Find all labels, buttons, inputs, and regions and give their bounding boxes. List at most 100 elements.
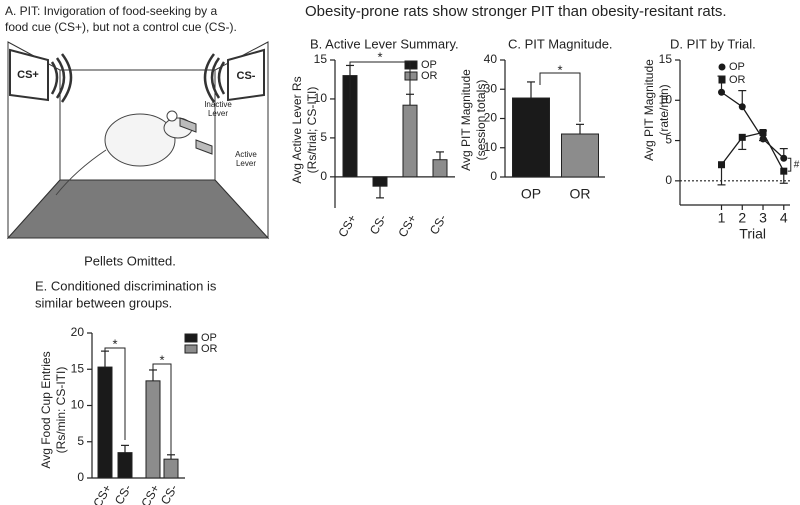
caption: Pellets Omitted. [84, 253, 176, 268]
y-axis-label: Avg Food Cup Entries [39, 351, 53, 468]
legend-label: OR [729, 74, 746, 86]
y-tick-label: 10 [659, 92, 673, 106]
floor [6, 179, 270, 239]
y-tick-label: 20 [71, 325, 85, 339]
x-tick-label: CS+ [90, 482, 114, 505]
y-axis-label: (rate/min) [657, 84, 671, 135]
speaker [227, 48, 265, 102]
y-tick-label: 5 [320, 130, 327, 144]
marker [718, 88, 726, 96]
bar [117, 452, 133, 479]
annotation: # [794, 159, 800, 170]
cue-label: CS- [237, 70, 256, 82]
active-lever [195, 139, 213, 155]
y-tick-label: 15 [314, 52, 328, 66]
y-axis-label: (Rs/min: CS-ITI) [54, 367, 68, 454]
y-tick-label: 10 [484, 140, 498, 154]
legend-label: OP [729, 61, 745, 73]
y-tick-label: 0 [490, 169, 497, 183]
lever-label: Lever [208, 109, 228, 118]
y-tick-label: 5 [77, 434, 84, 448]
x-tick-label: CS- [158, 482, 180, 505]
legend-swatch [184, 344, 198, 354]
series-line [720, 131, 785, 172]
chart-title: D. PIT by Trial. [670, 36, 756, 51]
sound-waves [50, 53, 73, 103]
bar [561, 133, 599, 178]
marker [780, 154, 788, 162]
speaker [9, 48, 49, 102]
marker [759, 129, 767, 136]
x-tick-label: 4 [780, 210, 788, 226]
inactive-lever [179, 117, 197, 133]
legend-swatch [404, 71, 418, 81]
bracket [152, 363, 172, 455]
x-tick-label: 2 [738, 210, 746, 226]
marker [718, 161, 726, 169]
bar [372, 176, 388, 187]
annotation: * [112, 336, 117, 351]
y-tick-label: 40 [484, 52, 498, 66]
x-tick-label: CS- [367, 212, 389, 237]
y-axis-label: Avg PIT Magnitude [642, 59, 656, 161]
y-tick-label: 0 [77, 470, 84, 484]
x-tick-label: 3 [759, 210, 767, 226]
y-tick-label: 10 [314, 91, 328, 105]
chart-title: B. Active Lever Summary. [310, 36, 459, 51]
lever-label: Inactive [204, 100, 232, 109]
y-axis-label: Avg PIT Magnitude [459, 69, 473, 171]
chart-title: E. Conditioned discrimination is [35, 278, 217, 293]
panel-a-title: A. PIT: Invigoration of food-seeking by … [5, 4, 217, 18]
rat-tail [55, 149, 107, 196]
bar [512, 97, 550, 178]
bar [402, 104, 418, 178]
y-tick-label: 30 [484, 81, 498, 95]
legend-swatch [184, 333, 198, 343]
lever-label: Active [235, 150, 257, 159]
bar [163, 458, 179, 479]
annotation: * [557, 62, 562, 77]
marker [780, 167, 788, 175]
x-axis-label: Trial [739, 226, 766, 242]
cue-label: CS+ [17, 69, 39, 81]
y-tick-label: 10 [71, 398, 85, 412]
chart-title: similar between groups. [35, 295, 172, 310]
y-tick-label: 0 [320, 169, 327, 183]
marker [738, 133, 746, 141]
x-tick-label: CS+ [335, 212, 359, 240]
marker [738, 103, 746, 111]
legend-label: OR [201, 343, 218, 355]
legend-marker [718, 76, 726, 84]
y-tick-label: 0 [665, 173, 672, 187]
rat-ear [166, 110, 178, 122]
bracket [349, 61, 411, 100]
sound-waves [203, 53, 226, 103]
y-tick-label: 15 [71, 361, 85, 375]
chart-title: C. PIT Magnitude. [508, 36, 613, 51]
bracket [787, 157, 792, 172]
panel-a-title: food cue (CS+), but not a control cue (C… [5, 20, 237, 34]
bar [97, 366, 113, 479]
x-tick-label: CS- [112, 482, 134, 505]
y-tick-label: 20 [484, 111, 498, 125]
figure-title: Obesity-prone rats show stronger PIT tha… [305, 3, 727, 20]
x-tick-label: OP [521, 186, 541, 202]
lever-label: Lever [236, 159, 256, 168]
rat-body [104, 113, 176, 167]
y-tick-label: 5 [665, 133, 672, 147]
panel-a: A. PIT: Invigoration of food-seeking by … [5, 4, 270, 268]
bar [145, 380, 161, 479]
x-tick-label: CS- [427, 212, 449, 237]
x-tick-label: OR [570, 186, 591, 202]
bar [432, 159, 448, 178]
annotation: * [159, 352, 164, 367]
legend-marker [718, 63, 726, 71]
y-axis-label: Avg Active Lever Rs [290, 76, 304, 183]
y-axis-label: (session totals) [474, 80, 488, 161]
legend-label: OR [421, 70, 438, 82]
legend-label: OP [201, 332, 217, 344]
y-axis-label: (Rs/trial; CS-ITI) [305, 87, 319, 174]
annotation: * [377, 49, 382, 64]
bracket [539, 72, 581, 122]
